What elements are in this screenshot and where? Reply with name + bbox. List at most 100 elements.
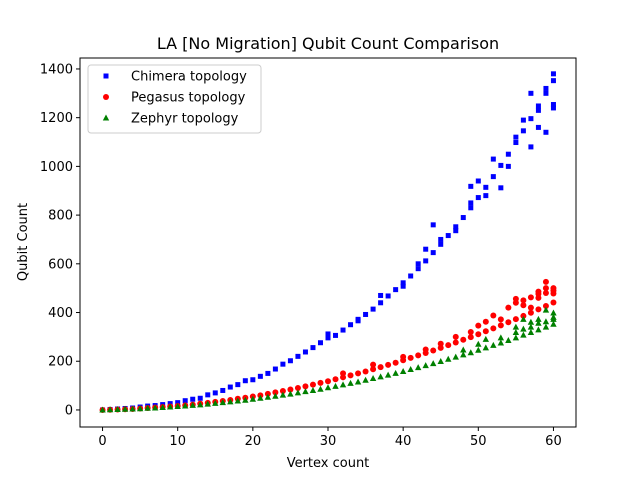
data-point [430, 250, 436, 256]
data-point [550, 71, 556, 77]
data-point [204, 400, 211, 407]
x-tick-label: 40 [395, 434, 412, 449]
data-point [220, 387, 226, 393]
data-point [550, 285, 557, 292]
data-point [550, 309, 557, 316]
data-point [414, 364, 422, 371]
data-point [520, 297, 527, 304]
data-point [370, 361, 377, 368]
data-point [430, 347, 437, 354]
data-point [385, 293, 391, 299]
y-tick-label: 200 [48, 355, 73, 370]
data-point [257, 394, 264, 401]
data-point [467, 349, 474, 356]
data-point [460, 215, 466, 221]
data-point [535, 288, 542, 295]
data-point [512, 316, 519, 323]
data-point [483, 193, 489, 199]
y-axis: 0 200 400 600 800 1000 1200 1400 [40, 62, 80, 418]
data-point [385, 361, 392, 368]
data-point [460, 336, 467, 343]
data-point [527, 309, 534, 316]
data-point [219, 399, 226, 406]
data-point [543, 90, 549, 96]
data-point [136, 405, 144, 412]
data-point [438, 241, 444, 247]
data-point [400, 353, 407, 360]
data-point [527, 318, 535, 325]
data-point [347, 379, 354, 386]
data-point [482, 318, 489, 325]
data-point [129, 405, 136, 412]
series-3 [99, 306, 557, 413]
data-point [415, 261, 421, 267]
data-point [527, 304, 534, 311]
data-point [182, 398, 188, 404]
data-point [535, 103, 541, 109]
data-point [542, 323, 550, 330]
data-point [272, 389, 279, 396]
data-point [407, 354, 414, 361]
data-point [528, 116, 534, 122]
data-point [175, 400, 181, 406]
data-point [490, 156, 496, 162]
data-point [535, 315, 542, 322]
data-point [151, 404, 159, 411]
data-point [550, 313, 557, 320]
data-point [453, 228, 459, 234]
data-point [550, 105, 556, 111]
data-point [468, 200, 474, 206]
data-point [392, 359, 399, 366]
data-point [408, 273, 414, 279]
data-point [482, 328, 489, 335]
data-point [475, 178, 481, 184]
data-point [468, 205, 474, 211]
data-point [182, 402, 189, 409]
data-point [512, 323, 520, 330]
data-point [317, 340, 323, 346]
data-point [467, 329, 474, 336]
data-point [528, 144, 534, 150]
data-point [475, 346, 482, 353]
data-point [475, 340, 482, 347]
data-point [505, 163, 511, 169]
y-axis-label: Qubit Count [16, 203, 31, 281]
data-point [348, 322, 354, 328]
data-point [324, 384, 332, 391]
data-point [460, 346, 467, 353]
data-point [535, 319, 542, 326]
data-point [363, 311, 369, 317]
data-point [294, 385, 301, 392]
data-point [340, 327, 346, 333]
data-point [475, 195, 481, 201]
data-point [423, 246, 429, 252]
data-point [528, 90, 534, 96]
data-point [287, 386, 294, 393]
legend-marker [102, 114, 110, 121]
data-point [166, 403, 174, 410]
data-point [378, 292, 384, 298]
data-point [430, 360, 437, 367]
data-point [527, 323, 535, 330]
data-point [362, 376, 369, 383]
data-point [535, 107, 541, 113]
data-point [468, 183, 474, 189]
data-point [325, 378, 331, 385]
data-point [437, 340, 444, 347]
data-point [550, 78, 556, 84]
data-point [227, 384, 233, 390]
x-tick-label: 30 [320, 434, 337, 449]
data-point [212, 390, 218, 396]
data-point [437, 344, 444, 351]
data-point [505, 304, 512, 311]
data-point [497, 339, 505, 346]
x-axis-label: Vertex count [287, 456, 370, 471]
data-point [453, 224, 459, 230]
data-point [339, 381, 347, 388]
data-point [497, 334, 505, 341]
data-point [399, 367, 407, 374]
data-point [512, 334, 520, 341]
data-point [332, 376, 339, 383]
data-points [99, 71, 557, 413]
data-point [498, 162, 504, 168]
